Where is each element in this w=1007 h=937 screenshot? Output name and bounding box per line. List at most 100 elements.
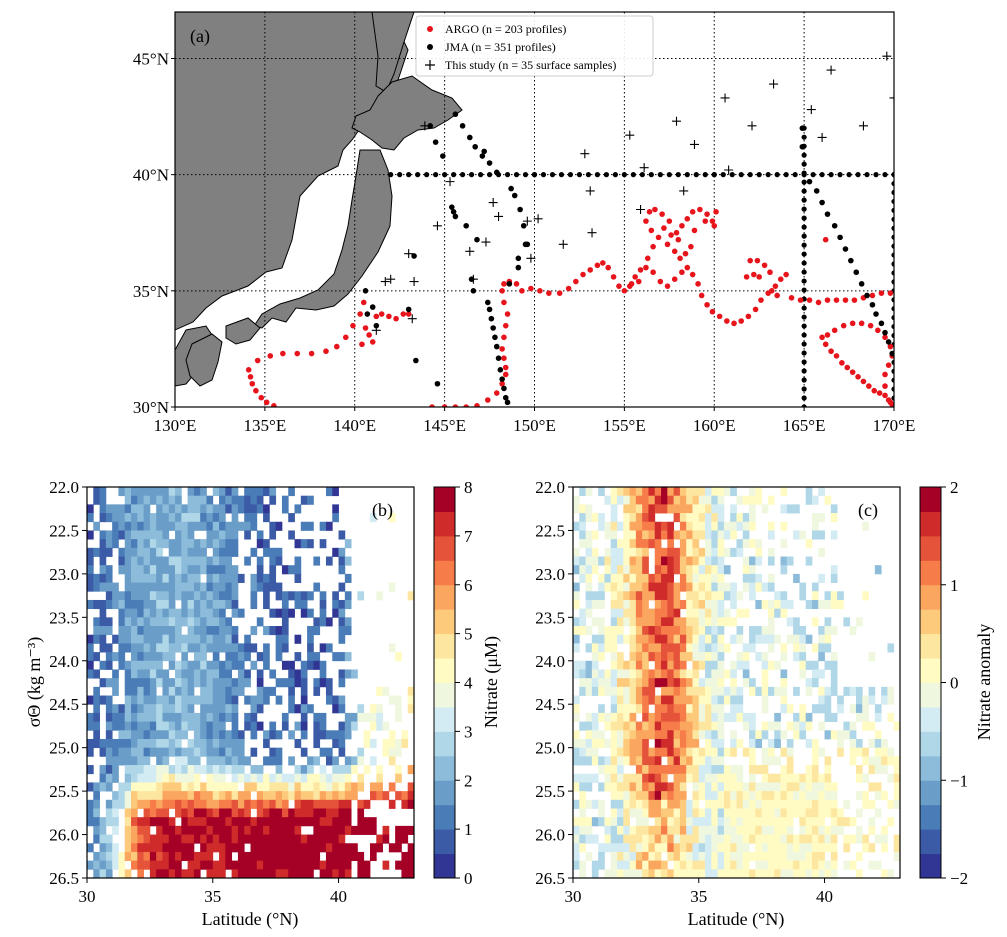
heatmap-cell	[388, 643, 396, 653]
heatmap-cell	[118, 634, 126, 644]
heatmap-cell	[749, 591, 756, 601]
jma-point	[369, 304, 376, 310]
heatmap-c-xlabel: Latitude (°N)	[688, 909, 785, 930]
heatmap-cell	[175, 851, 182, 862]
argo-point	[502, 322, 509, 329]
heatmap-cell	[237, 765, 245, 775]
heatmap-cell	[168, 704, 176, 714]
heatmap-cell	[862, 834, 869, 844]
sample-point	[769, 79, 779, 89]
heatmap-cell	[573, 495, 580, 505]
heatmap-cell	[893, 721, 900, 731]
panel-a-map: 130°E 135°E 140°E 145°E 150°E 155°E 160°E 165°E…	[133, 11, 915, 435]
heatmap-cell	[617, 721, 624, 731]
heatmap-cell	[256, 652, 264, 662]
heatmap-cell	[294, 843, 302, 853]
heatmap-cell	[723, 791, 731, 801]
heatmap-b-ylabel: σΘ (kg m⁻³)	[24, 637, 45, 728]
heatmap-cell	[87, 652, 94, 662]
heatmap-cell	[767, 756, 775, 766]
heatmap-cell	[212, 634, 220, 644]
heatmap-cell	[761, 747, 769, 757]
jma-track-point	[801, 251, 807, 257]
heatmap-cell	[212, 513, 220, 523]
heatmap-cell	[686, 712, 693, 722]
heatmap-cell	[610, 504, 618, 514]
heatmap-cell	[156, 817, 163, 827]
heatmap-cell	[193, 738, 201, 749]
heatmap-cell	[162, 608, 170, 618]
heatmap-cell	[824, 808, 832, 818]
heatmap-cell	[786, 756, 794, 766]
heatmap-cell	[692, 626, 700, 636]
heatmap-cell	[711, 721, 719, 731]
heatmap-cell	[617, 582, 624, 592]
heatmap-cell	[187, 721, 195, 731]
heatmap-cell	[723, 643, 731, 653]
heatmap-cell	[300, 686, 308, 696]
heatmap-cell	[206, 495, 214, 505]
heatmap-cell	[686, 834, 693, 844]
jma-track-point	[801, 278, 807, 284]
heatmap-cell	[811, 521, 819, 531]
heatmap-cell	[93, 851, 100, 862]
heatmap-cell	[225, 521, 233, 531]
heatmap-cell	[256, 782, 264, 792]
heatmap-cell	[736, 521, 744, 531]
heatmap-cell	[711, 573, 719, 583]
heatmap-cell	[156, 573, 163, 583]
argo-point	[600, 260, 606, 266]
heatmap-cell	[793, 643, 800, 653]
heatmap-cell	[774, 634, 781, 644]
heatmap-cell	[319, 712, 327, 722]
heatmap-cell	[698, 704, 706, 714]
heatmap-cell	[604, 556, 612, 566]
heatmap-cell	[598, 782, 605, 792]
heatmap-cell	[805, 599, 813, 610]
argo-point	[815, 299, 822, 306]
heatmap-cell	[200, 765, 207, 775]
heatmap-cell	[181, 643, 189, 653]
heatmap-cell	[749, 825, 756, 835]
heatmap-cell	[105, 599, 113, 610]
heatmap-cell	[667, 669, 675, 679]
jma-point	[501, 385, 507, 392]
heatmap-cell	[579, 573, 586, 583]
argo-point	[875, 327, 881, 334]
heatmap-cell	[679, 669, 687, 679]
heatmap-cell	[162, 599, 170, 610]
heatmap-cell	[269, 530, 277, 540]
heatmap-cell	[654, 487, 662, 497]
heatmap-cell	[288, 695, 295, 705]
heatmap-cell	[573, 738, 580, 749]
heatmap-cell	[673, 513, 681, 523]
heatmap-cell	[598, 617, 605, 627]
heatmap-cell	[344, 617, 352, 627]
heatmap-cell	[149, 573, 157, 583]
heatmap-cell	[629, 530, 637, 540]
heatmap-cell	[181, 825, 189, 835]
heatmap-cell	[692, 773, 700, 783]
heatmap-cell	[149, 773, 157, 783]
heatmap-cell	[742, 817, 750, 827]
heatmap-cell	[591, 513, 599, 523]
argo-point	[573, 278, 579, 285]
heatmap-cell	[679, 738, 687, 749]
heatmap-cell	[269, 808, 277, 818]
heatmap-cell	[629, 721, 637, 731]
heatmap-cell	[661, 565, 668, 575]
ytick-label: 24.0	[535, 652, 565, 671]
heatmap-cell	[686, 721, 693, 731]
heatmap-cell	[307, 756, 314, 766]
heatmap-cell	[793, 869, 800, 878]
heatmap-cell	[149, 747, 157, 757]
heatmap-cell	[736, 799, 744, 809]
heatmap-cell	[357, 869, 365, 878]
heatmap-cell	[698, 513, 706, 523]
heatmap-cell	[585, 591, 593, 601]
heatmap-cell	[263, 695, 270, 705]
heatmap-cell	[654, 695, 662, 705]
heatmap-cell	[149, 521, 157, 531]
heatmap-cell	[193, 747, 201, 757]
xtick-label: 40	[330, 887, 347, 906]
